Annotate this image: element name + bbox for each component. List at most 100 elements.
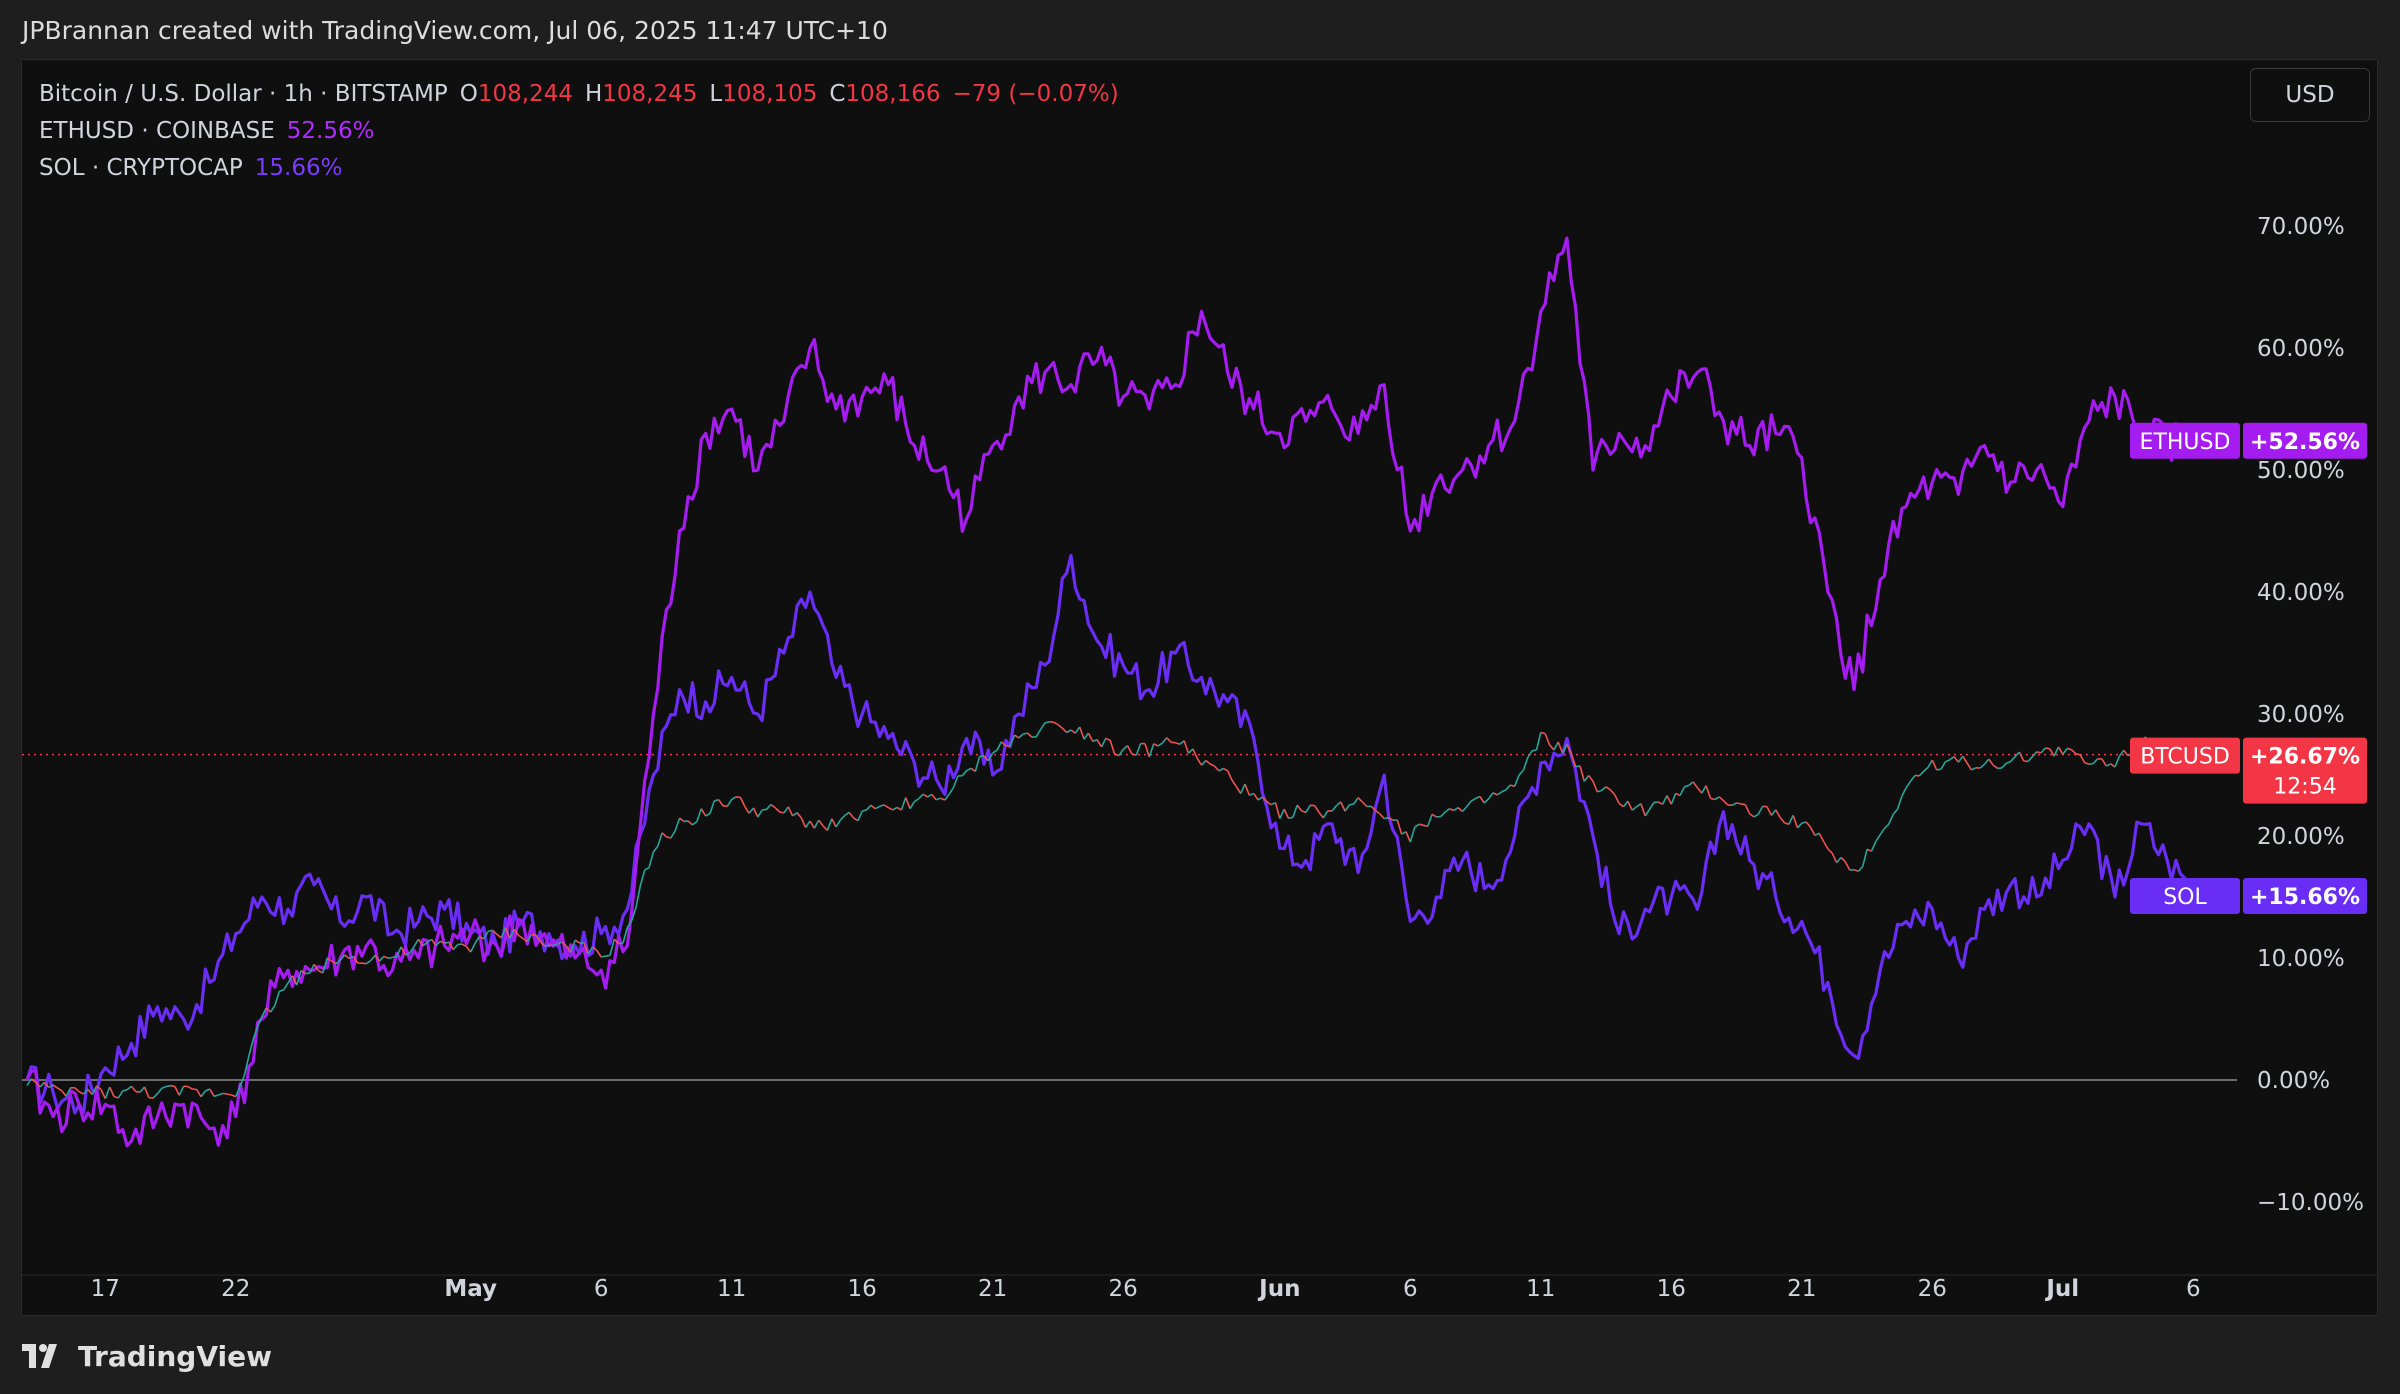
btc-series-segment (1444, 808, 1450, 813)
x-tick-label: Jun (1257, 1276, 1300, 1302)
y-tick-label: 10.00% (2257, 946, 2345, 972)
btc-series-segment (1983, 758, 1990, 765)
btc-series-segment (1214, 765, 1220, 772)
btc-series-segment (1218, 767, 1224, 772)
btc-series-segment (601, 955, 606, 958)
btc-series-segment (1449, 807, 1455, 812)
btc-series-segment (1548, 744, 1555, 751)
btc-series-segment (1035, 729, 1042, 738)
btc-series-segment (1770, 809, 1777, 816)
btc-series-segment (1614, 794, 1620, 804)
x-tick-label: 6 (2186, 1276, 2201, 1302)
btc-series-segment (474, 936, 481, 944)
btc-series-segment (874, 805, 880, 810)
btc-series-segment (1501, 789, 1507, 793)
currency-button[interactable]: USD (2250, 68, 2370, 122)
btc-series-segment (1679, 786, 1686, 796)
btc-series-segment (187, 1085, 193, 1090)
btc-series-segment (639, 869, 646, 886)
btc-series-segment (1901, 787, 1907, 797)
btc-series-segment (1692, 781, 1699, 789)
btc-series-segment (1892, 808, 1899, 815)
btc-series-segment (1962, 755, 1968, 764)
btc-series-segment (557, 941, 563, 945)
btc-series-segment (1053, 721, 1059, 726)
btc-series-segment (1627, 800, 1633, 811)
legend-close-key: C (829, 81, 846, 107)
btc-series-segment (43, 1081, 50, 1089)
btc-series-segment (1522, 757, 1529, 771)
btc-series-segment (1835, 856, 1842, 864)
btc-series-segment (1266, 801, 1272, 806)
legend-low-value: 108,105 (722, 81, 818, 107)
btc-series-segment (1648, 801, 1655, 810)
btc-series-segment (1579, 765, 1586, 782)
legend-open-key: O (459, 81, 478, 107)
btc-series-segment (1379, 813, 1385, 820)
btc-series-segment (783, 806, 789, 814)
btc-series-segment (966, 767, 972, 772)
btc-series-segment (961, 770, 968, 777)
btc-series-segment (487, 929, 493, 933)
btc-series-segment (1349, 803, 1354, 806)
btc-series-segment (1949, 755, 1955, 761)
legend-sol-value: 15.66% (254, 155, 343, 181)
btc-series-segment (1857, 865, 1864, 872)
btc-series-segment (1583, 775, 1590, 782)
btc-series-segment (243, 1055, 250, 1076)
btc-series-segment (787, 806, 794, 817)
btc-series-segment (496, 933, 502, 939)
btc-series-segment (918, 793, 924, 800)
footer-logo[interactable]: TradingView (22, 1338, 272, 1374)
btc-series-segment (1044, 721, 1050, 724)
legend-row-eth[interactable]: ETHUSD · COINBASE 52.56% (39, 113, 1119, 150)
btc-series-segment (161, 1085, 167, 1089)
btc-series-segment (1696, 787, 1703, 794)
price-chart[interactable]: 70.00%60.00%50.00%40.00%30.00%20.00%10.0… (22, 60, 2379, 1317)
btc-series-segment (648, 851, 655, 868)
btc-series-segment (1966, 762, 1973, 771)
btc-series-segment (239, 1074, 246, 1087)
top-bar: JPBrannan created with TradingView.com, … (0, 0, 2400, 60)
btc-series-segment (1426, 814, 1433, 827)
btc-series-segment (1840, 856, 1846, 863)
legend-row-btc[interactable]: Bitcoin / U.S. Dollar · 1h · BITSTAMP O10… (39, 76, 1119, 113)
btc-series-segment (1588, 775, 1594, 782)
btc-series-segment (91, 1085, 98, 1095)
btc-series-segment (1496, 791, 1503, 796)
chart-frame[interactable]: 70.00% 60.00% 50.00% 40.00% 30.00% 20.00% 10.0… (21, 59, 2379, 1317)
btc-series-segment (909, 801, 916, 810)
btc-series-segment (426, 938, 433, 944)
btc-series-segment (2118, 749, 2125, 757)
btc-series-segment (1557, 741, 1564, 754)
btc-series-segment (1788, 815, 1794, 825)
btc-series-segment (1322, 810, 1329, 819)
btc-series-segment (1701, 785, 1707, 794)
btc-series-segment (152, 1093, 159, 1099)
btc-series-segment (526, 934, 533, 943)
btc-series-segment (218, 1092, 224, 1096)
btc-series-segment (1361, 801, 1368, 808)
btc-series-segment (1288, 816, 1294, 820)
btc-series-segment (1249, 792, 1255, 797)
btc-series-segment (1705, 785, 1712, 799)
btc-series-segment (1409, 826, 1416, 843)
btc-series-segment (1200, 759, 1207, 766)
btc-series-segment (1979, 763, 1986, 769)
btc-series-segment (1553, 741, 1559, 751)
btc-series-segment (1531, 749, 1537, 752)
btc-series-segment (1883, 823, 1890, 829)
eth-tag-label: ETHUSD (2140, 430, 2231, 455)
btc-series-segment (279, 989, 284, 993)
btc-series-segment (792, 812, 798, 817)
y-tick-label: 50.00% (2257, 458, 2345, 484)
legend-row-sol[interactable]: SOL · CRYPTOCAP 15.66% (39, 150, 1119, 187)
btc-series-segment (1805, 821, 1812, 828)
btc-series-segment (1196, 757, 1203, 766)
btc-series-segment (387, 956, 393, 959)
btc-series-segment (2049, 748, 2055, 757)
btc-series-segment (83, 1088, 89, 1095)
btc-series-segment (2045, 747, 2050, 750)
btc-series-segment (452, 943, 459, 951)
btc-series-segment (2105, 763, 2112, 767)
